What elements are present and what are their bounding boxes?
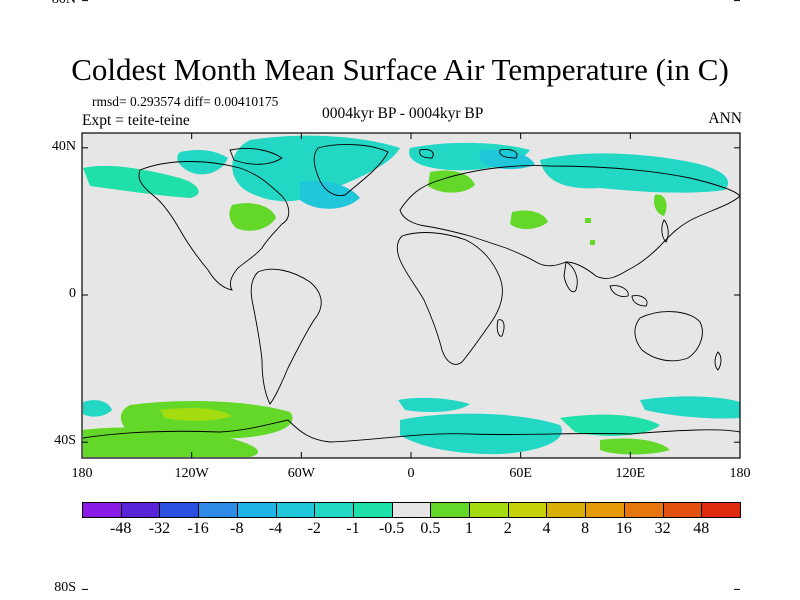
- coastline: [563, 261, 578, 293]
- coastline: [496, 319, 505, 337]
- colorbar-label: 2: [503, 520, 512, 537]
- colorbar-label: -32: [148, 520, 171, 537]
- lon-label: 120E: [615, 466, 646, 481]
- colorbar-label: 0.5: [420, 520, 441, 537]
- colorbar-swatch: [120, 502, 161, 518]
- coastline: [634, 311, 703, 362]
- anomaly-patch: [560, 414, 660, 436]
- colorbar-label: 48: [693, 520, 710, 537]
- coastline: [631, 295, 648, 307]
- lat-label: 80S: [54, 580, 76, 596]
- anomaly-patches: [83, 135, 740, 457]
- map-ticks: [81, 0, 741, 590]
- stats-text: rmsd= 0.293574 diff= 0.00410175: [92, 94, 279, 109]
- anomaly-patch: [398, 397, 470, 412]
- colorbar-swatch: [275, 502, 316, 518]
- lon-label: 60E: [509, 466, 532, 481]
- colorbar-label: -8: [230, 520, 244, 537]
- anomaly-patch: [83, 427, 259, 457]
- coastline: [499, 149, 518, 159]
- anomaly-patch: [160, 408, 232, 421]
- colorbar-swatch: [391, 502, 432, 518]
- coastline: [714, 351, 722, 371]
- colorbar-label: 4: [542, 520, 551, 537]
- colorbar-label: -4: [268, 520, 283, 537]
- colorbar-swatch: [159, 502, 200, 518]
- colorbar-label: -48: [110, 520, 132, 537]
- lon-label: 180: [71, 466, 93, 481]
- colorbar-label: 16: [615, 520, 632, 537]
- lat-label: 0: [69, 286, 76, 301]
- colorbar-label: 8: [581, 520, 590, 537]
- anomaly-patch: [654, 194, 667, 216]
- coastline: [138, 161, 290, 291]
- coastlines: [82, 144, 741, 443]
- coastline: [419, 149, 434, 159]
- colorbar-swatch: [82, 502, 122, 518]
- colorbar-swatch: [546, 502, 587, 518]
- colorbar-label: -16: [187, 520, 209, 537]
- lat-label: 80N: [52, 0, 76, 8]
- colorbar-label: 32: [654, 520, 671, 537]
- coastline: [313, 144, 389, 196]
- anomaly-patch: [540, 153, 729, 193]
- anomaly-patch: [232, 135, 400, 202]
- anomaly-patch: [428, 170, 475, 193]
- coastline: [396, 232, 503, 365]
- anomaly-patch: [480, 149, 535, 170]
- coastline: [609, 285, 629, 297]
- colorbar-label: -1: [346, 520, 360, 537]
- anomaly-patch: [600, 438, 670, 455]
- lon-label: 60W: [287, 466, 315, 481]
- colorbar-label: -2: [307, 520, 321, 537]
- lon-label: 120W: [174, 466, 209, 481]
- colorbar-label: -0.5: [378, 520, 405, 537]
- colorbar-swatch: [198, 502, 238, 518]
- lat-label: 40N: [51, 138, 76, 154]
- period-label: 0004kyr BP - 0004kyr BP: [322, 105, 484, 122]
- anomaly-patch: [300, 180, 360, 209]
- season-label: ANN: [708, 110, 742, 127]
- anomaly-patch: [83, 400, 112, 417]
- coastline: [661, 219, 669, 243]
- colorbar-swatch: [585, 502, 625, 518]
- colorbar-swatch: [352, 502, 393, 518]
- colorbar-swatch: [701, 502, 741, 518]
- colorbar-swatch: [469, 502, 509, 518]
- experiment-label: Expt = teite-teine: [82, 112, 190, 129]
- colorbar-label: 1: [465, 520, 474, 537]
- colorbar-swatch: [623, 502, 664, 518]
- lat-label: 40S: [54, 433, 76, 449]
- lon-label: 180: [729, 466, 751, 481]
- plot-title: Coldest Month Mean Surface Air Temperatu…: [71, 52, 729, 87]
- coastline: [250, 268, 322, 405]
- lon-label: 0: [407, 466, 415, 481]
- anomaly-patch: [590, 240, 595, 245]
- anomaly-patch: [585, 218, 591, 223]
- colorbar-swatch: [314, 502, 354, 518]
- colorbar-swatch: [430, 502, 471, 518]
- coastline: [82, 419, 741, 443]
- anomaly-patch: [510, 210, 548, 230]
- colorbar-swatch: [662, 502, 703, 518]
- colorbar-swatch: [507, 502, 548, 518]
- colorbar-swatch: [236, 502, 277, 518]
- coastline: [399, 165, 741, 279]
- coastline: [229, 147, 283, 165]
- anomaly-patch: [229, 203, 276, 231]
- anomaly-patch: [640, 396, 740, 419]
